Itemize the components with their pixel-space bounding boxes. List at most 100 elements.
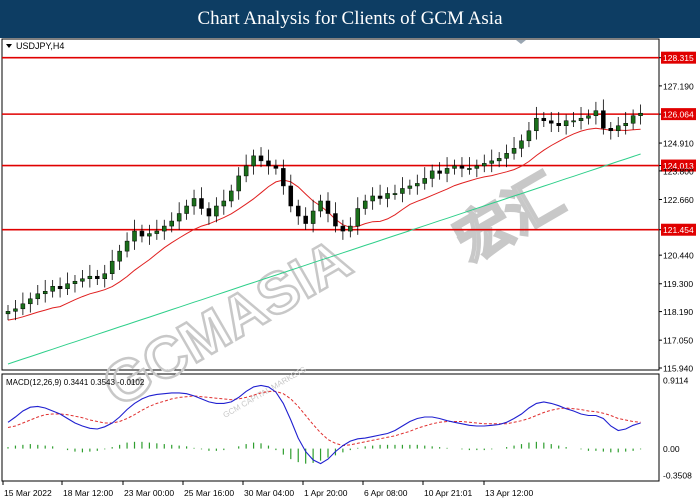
candle <box>109 249 115 280</box>
x-tick-label: 1 Apr 20:00 <box>304 488 348 498</box>
macd-y-tick-label: -0.3508 <box>663 471 692 481</box>
candle <box>20 292 26 316</box>
candle <box>65 272 70 296</box>
x-tick-label: 15 Mar 2022 <box>4 488 52 498</box>
level-price-tag <box>661 223 696 236</box>
candle <box>615 116 621 138</box>
x-tick-label: 6 Apr 08:00 <box>364 488 408 498</box>
candle <box>5 305 11 321</box>
candle <box>593 101 599 125</box>
candle <box>571 111 576 128</box>
y-tick-label: 118.190 <box>663 307 693 317</box>
level-price-tag <box>661 108 696 121</box>
candle <box>467 157 472 175</box>
candle <box>273 159 279 175</box>
y-tick-label: 127.190 <box>663 81 694 91</box>
candle <box>206 202 212 225</box>
candle <box>452 159 457 175</box>
candle <box>415 174 420 195</box>
candle <box>526 121 532 148</box>
candle <box>392 184 398 200</box>
candle <box>377 184 383 205</box>
candle <box>295 199 301 225</box>
candle <box>348 217 353 238</box>
x-axis: 15 Mar 2022 18 Mar 12:00 23 Mar 00:00 25 Ma… <box>2 481 533 498</box>
candle <box>333 202 338 233</box>
y-tick-label: 124.013 <box>663 161 694 171</box>
candle <box>578 106 584 130</box>
y-tick-label: 121.454 <box>663 225 694 235</box>
candle <box>13 300 18 321</box>
candle <box>623 111 628 135</box>
symbol-dropdown-icon[interactable] <box>6 44 12 48</box>
candle <box>214 197 219 223</box>
candle <box>638 104 643 125</box>
x-tick-label: 18 Mar 12:00 <box>63 488 113 498</box>
candle <box>496 152 502 168</box>
candle <box>42 279 48 303</box>
y-tick-label: 117.050 <box>663 336 693 346</box>
candle <box>176 202 182 230</box>
candle <box>325 192 331 223</box>
candle <box>139 224 145 243</box>
y-tick-label: 115.940 <box>663 364 693 374</box>
macd-indicator <box>7 384 642 465</box>
candle <box>370 187 375 210</box>
candle <box>281 159 286 195</box>
candle <box>504 144 509 168</box>
ma-green-line <box>7 153 641 365</box>
candle <box>154 219 160 240</box>
candle <box>50 279 55 298</box>
candle <box>243 154 249 183</box>
candle <box>229 184 234 208</box>
candle <box>303 207 308 230</box>
candle <box>459 157 465 178</box>
symbol-label: USDJPY,H4 <box>16 41 64 51</box>
candle <box>474 159 480 178</box>
x-tick-label: 10 Apr 21:01 <box>424 488 472 498</box>
candle <box>549 111 554 133</box>
candle <box>57 277 63 298</box>
candle <box>586 109 591 125</box>
moving-averages <box>7 127 641 365</box>
candle <box>251 149 256 175</box>
candle <box>258 147 264 168</box>
candle <box>563 114 569 135</box>
candle <box>362 194 368 215</box>
macd-legend: MACD(12,26,9) 0.3441 0.3543 -0.0102 <box>6 378 145 387</box>
candle <box>407 179 413 195</box>
x-tick-label: 30 Mar 04:00 <box>244 488 294 498</box>
candle <box>519 134 524 158</box>
candle <box>102 264 107 288</box>
candle <box>489 149 494 173</box>
candle <box>429 164 435 188</box>
candle <box>266 149 271 175</box>
candle <box>355 197 361 235</box>
candle <box>385 187 390 208</box>
candle <box>117 244 122 270</box>
price-panel-frame <box>1 38 660 371</box>
y-tick-label: 120.440 <box>663 251 694 261</box>
y-axis: 128.315 127.190 126.064 124.910 124.013123.8… <box>659 51 696 481</box>
ma-red-line <box>7 127 641 321</box>
candle <box>288 174 294 213</box>
candle <box>318 194 323 218</box>
candle <box>162 219 167 240</box>
scroll-marker-icon[interactable] <box>516 40 526 44</box>
horizontal-levels <box>2 56 659 231</box>
macd-main-line <box>7 384 641 465</box>
candle <box>541 111 547 128</box>
candle <box>124 232 130 258</box>
x-tick-label: 13 Apr 12:00 <box>485 488 533 498</box>
macd-panel-frame <box>1 373 660 482</box>
level-price-tag <box>661 51 696 64</box>
x-tick-label: 25 Mar 16:00 <box>184 488 234 498</box>
candle <box>80 269 85 288</box>
candle <box>236 167 241 200</box>
y-tick-label: 128.315 <box>663 53 694 63</box>
y-tick-label: 119.300 <box>663 279 693 289</box>
candle <box>72 274 78 293</box>
candle <box>221 189 227 215</box>
